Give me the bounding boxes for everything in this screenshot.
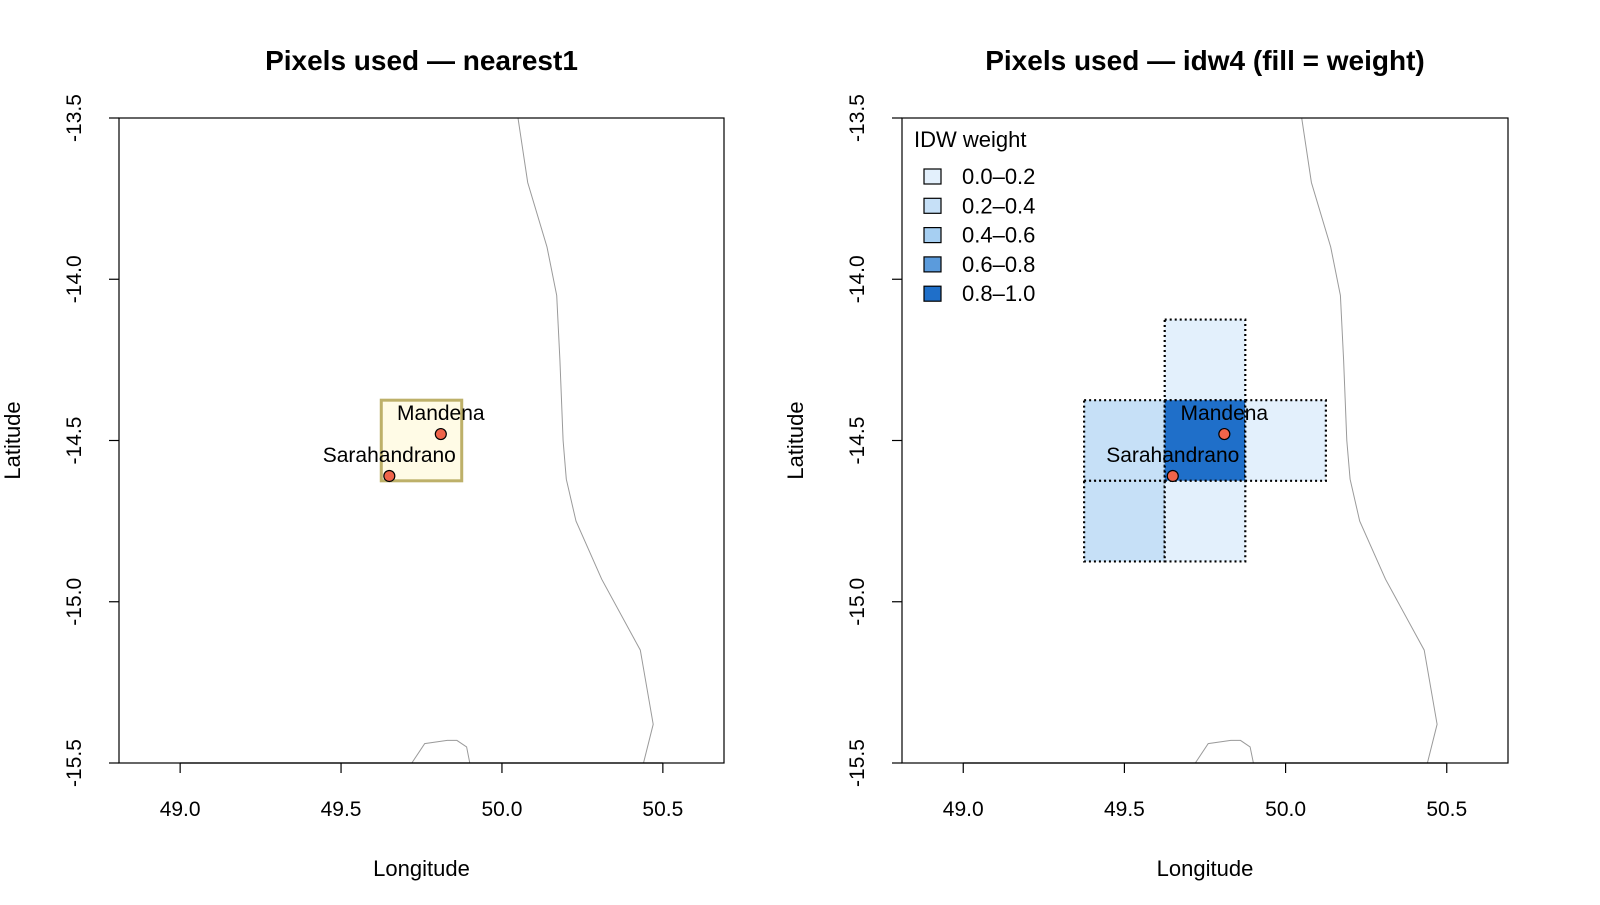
x-tick-label: 49.5 (1104, 798, 1145, 821)
site-marker (383, 469, 396, 483)
legend-swatch (923, 197, 942, 214)
coastline-bay (1194, 739, 1254, 764)
y-axis-label: Latitude (0, 401, 25, 479)
y-tick-label: -15.5 (846, 739, 869, 787)
x-tick-label: 49.0 (160, 798, 201, 821)
chart-panel-1: Pixels used — nearest1 Mandena Sarahandran… (0, 45, 725, 881)
pixel-cell (1163, 318, 1247, 402)
x-axis-label: Longitude (373, 856, 470, 881)
x-tick-label: 50.0 (482, 798, 523, 821)
x-tick-label: 49.5 (321, 798, 362, 821)
x-tick-label: 50.0 (1265, 798, 1306, 821)
y-tick-label: -13.5 (63, 94, 86, 142)
chart-panel-2: Pixels used — idw4 (fill = weight) Manden… (783, 45, 1509, 881)
pixel-cell (1083, 479, 1166, 563)
y-tick-label: -14.0 (846, 255, 869, 303)
x-tick-label: 50.5 (642, 798, 683, 821)
site-label: Mandena (1181, 402, 1269, 425)
y-tick-label: -15.5 (63, 739, 86, 787)
chart-title: Pixels used — idw4 (fill = weight) (985, 45, 1425, 76)
legend-label: 0.0–0.2 (962, 164, 1035, 189)
pixel-cell (1163, 479, 1247, 563)
legend-title: IDW weight (914, 127, 1026, 152)
chart-title: Pixels used — nearest1 (265, 45, 578, 76)
legend-label: 0.6–0.8 (962, 252, 1035, 277)
site-marker (1218, 427, 1231, 441)
legend-label: 0.8–1.0 (962, 281, 1035, 306)
legend-label: 0.4–0.6 (962, 223, 1035, 248)
coastline (1301, 117, 1438, 764)
y-tick-label: -15.0 (63, 578, 86, 626)
y-tick-label: -14.0 (63, 255, 86, 303)
y-tick-label: -13.5 (846, 94, 869, 142)
pixel-cell (1163, 399, 1247, 482)
site-label: Sarahandrano (1106, 444, 1239, 467)
y-tick-label: -14.5 (63, 417, 86, 465)
coastline (517, 117, 654, 764)
coastline-bay (411, 739, 471, 764)
pixel-cell (1083, 399, 1166, 482)
site-label: Mandena (397, 402, 485, 425)
legend: IDW weight 0.0–0.2 0.2–0.4 0.4–0.6 0.6–0.8 0.… (914, 127, 1035, 306)
x-tick-label: 50.5 (1426, 798, 1467, 821)
x-tick-label: 49.0 (943, 798, 984, 821)
y-axis-label: Latitude (783, 401, 808, 479)
y-tick-label: -15.0 (846, 578, 869, 626)
pixel-cell (1244, 399, 1327, 482)
legend-swatch (923, 168, 942, 185)
site-marker (1166, 469, 1179, 483)
site-label: Sarahandrano (323, 444, 456, 467)
pixel-cell (379, 398, 464, 483)
site-marker (434, 427, 447, 441)
legend-swatch (923, 256, 942, 273)
legend-label: 0.2–0.4 (962, 193, 1035, 218)
legend-swatch (923, 227, 942, 244)
legend-swatch (923, 285, 942, 302)
y-tick-label: -14.5 (846, 417, 869, 465)
x-axis-label: Longitude (1157, 856, 1254, 881)
